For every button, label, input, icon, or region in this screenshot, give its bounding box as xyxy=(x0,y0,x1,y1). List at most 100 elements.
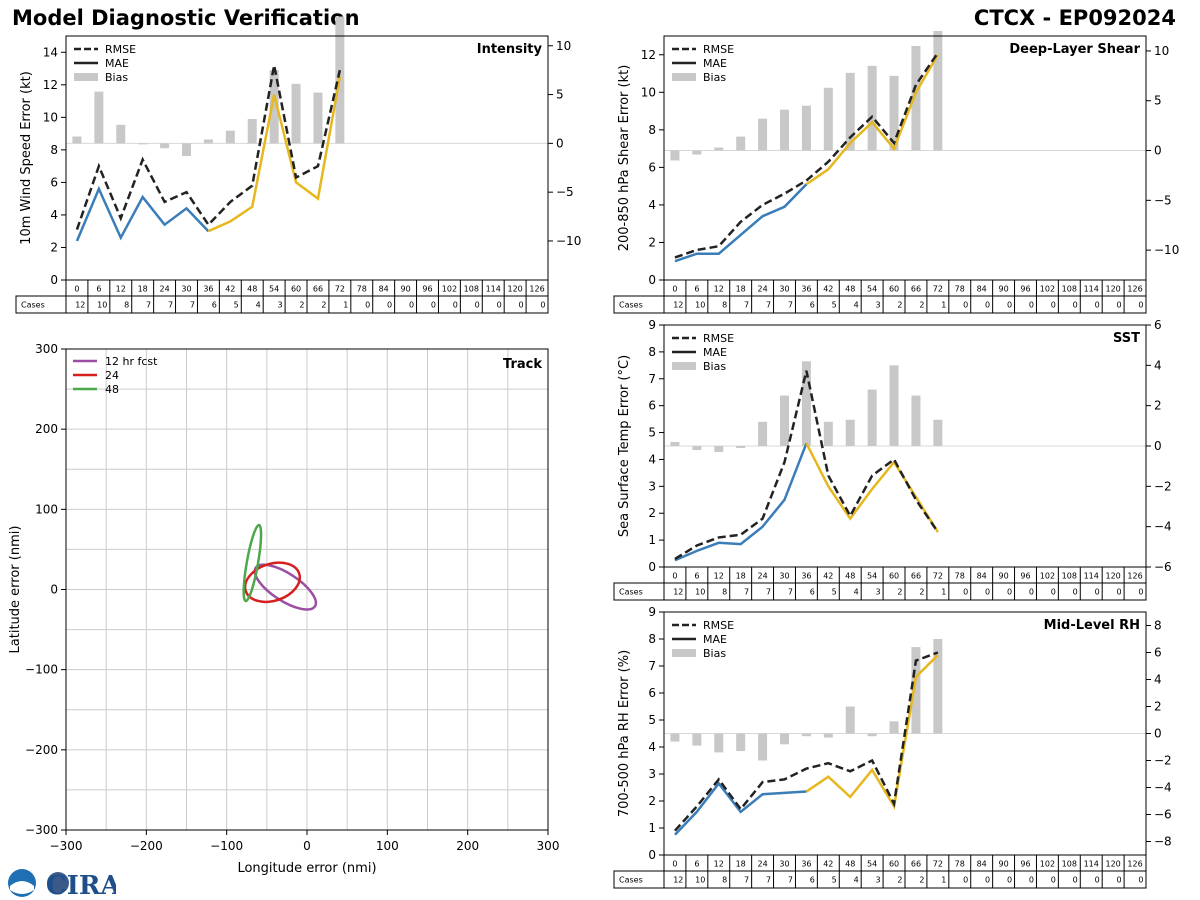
y-tick-label: 9 xyxy=(648,318,656,332)
legend-rmse-label: RMSE xyxy=(105,43,136,56)
tau-label: 126 xyxy=(1127,285,1142,294)
bias-tick-label: 4 xyxy=(1154,358,1162,372)
case-count: 0 xyxy=(1029,876,1034,885)
case-count: 7 xyxy=(744,876,749,885)
case-count: 6 xyxy=(212,301,217,310)
bias-bar xyxy=(933,639,943,734)
bias-bar xyxy=(889,721,899,734)
y-tick-label: 8 xyxy=(648,345,656,359)
case-count: 4 xyxy=(854,588,859,597)
bias-tick-label: −4 xyxy=(1154,520,1172,534)
case-count: 4 xyxy=(854,876,859,885)
chart-title: Mid-Level RH xyxy=(1044,618,1140,633)
tau-label: 108 xyxy=(464,285,479,294)
tau-label: 72 xyxy=(335,285,345,294)
bias-tick-label: −5 xyxy=(556,185,574,199)
tau-label: 120 xyxy=(507,285,522,294)
chart-title: Intensity xyxy=(477,42,543,57)
bias-bar xyxy=(889,75,899,151)
bias-bar xyxy=(823,421,833,446)
track-error-ellipse xyxy=(242,523,263,603)
case-count: 0 xyxy=(963,588,968,597)
y-tick-label: 2 xyxy=(50,240,58,254)
tau-label: 78 xyxy=(955,285,965,294)
legend-mae-label: MAE xyxy=(703,633,727,646)
tau-label: 6 xyxy=(694,572,699,581)
case-count: 2 xyxy=(919,301,924,310)
rmse-line xyxy=(674,370,939,560)
case-count: 7 xyxy=(146,301,151,310)
legend-label: 12 hr fcst xyxy=(105,355,158,368)
track-error-ellipse xyxy=(253,563,318,611)
case-count: 0 xyxy=(453,301,458,310)
y-tick-label: 4 xyxy=(648,452,656,466)
case-count: 8 xyxy=(722,588,727,597)
tau-label: 72 xyxy=(933,572,943,581)
bias-tick-label: −5 xyxy=(1154,193,1172,207)
y-tick-label: 0 xyxy=(648,560,656,574)
case-count: 7 xyxy=(168,301,173,310)
tau-label: 126 xyxy=(1127,572,1142,581)
x-axis-label: Longitude error (nmi) xyxy=(237,861,376,876)
bias-tick-label: −10 xyxy=(1154,243,1179,257)
case-count: 0 xyxy=(1095,301,1100,310)
tau-label: 120 xyxy=(1105,860,1120,869)
tau-label: 114 xyxy=(486,285,501,294)
bias-bar xyxy=(736,446,746,449)
bias-bar xyxy=(758,118,768,151)
case-count: 12 xyxy=(673,588,683,597)
tau-label: 96 xyxy=(1020,860,1030,869)
tau-label: 84 xyxy=(977,572,987,581)
case-count: 0 xyxy=(1138,876,1143,885)
legend-bias-swatch xyxy=(672,362,696,370)
bias-tick-label: −2 xyxy=(1154,479,1172,493)
case-count: 12 xyxy=(673,301,683,310)
legend-bias-swatch xyxy=(672,649,696,657)
case-count: 0 xyxy=(1029,301,1034,310)
tau-label: 78 xyxy=(955,572,965,581)
bias-tick-label: 4 xyxy=(1154,673,1162,687)
mae-line xyxy=(674,781,807,836)
bias-tick-label: 6 xyxy=(1154,646,1162,660)
bias-tick-label: 10 xyxy=(556,39,571,53)
tau-label: 90 xyxy=(998,860,1008,869)
bias-bar xyxy=(801,105,811,151)
tau-label: 102 xyxy=(442,285,457,294)
x-tick-label: 0 xyxy=(303,839,311,853)
bias-bar xyxy=(670,733,680,742)
tau-label: 108 xyxy=(1062,285,1077,294)
cases-label: Cases xyxy=(619,588,643,597)
bias-bar xyxy=(823,87,833,151)
legend-rmse-label: RMSE xyxy=(703,43,734,56)
y-tick-label: 7 xyxy=(648,372,656,386)
x-tick-label: 300 xyxy=(537,839,560,853)
bias-bar xyxy=(801,733,811,737)
case-count: 5 xyxy=(832,876,837,885)
tau-label: 30 xyxy=(779,572,789,581)
bias-bar xyxy=(182,143,191,157)
case-count: 7 xyxy=(766,301,771,310)
case-count: 5 xyxy=(832,301,837,310)
y-tick-label: 3 xyxy=(648,767,656,781)
tau-label: 0 xyxy=(74,285,79,294)
y-tick-label: 6 xyxy=(648,399,656,413)
y-axis-label: Latitude error (nmi) xyxy=(8,526,23,654)
case-count: 0 xyxy=(1116,301,1121,310)
legend-rmse-label: RMSE xyxy=(703,332,734,345)
y-tick-label: 12 xyxy=(641,48,656,62)
chart-title: Track xyxy=(503,357,542,372)
tau-label: 90 xyxy=(400,285,410,294)
tau-label: 18 xyxy=(138,285,148,294)
bias-bar xyxy=(845,72,855,151)
page-title-left: Model Diagnostic Verification xyxy=(12,6,360,30)
y-tick-label: −300 xyxy=(25,823,58,837)
case-count: 0 xyxy=(1138,588,1143,597)
case-count: 8 xyxy=(124,301,129,310)
tau-label: 60 xyxy=(291,285,301,294)
y-tick-label: 6 xyxy=(648,160,656,174)
bias-bar xyxy=(225,130,235,144)
mae-line xyxy=(674,442,808,562)
